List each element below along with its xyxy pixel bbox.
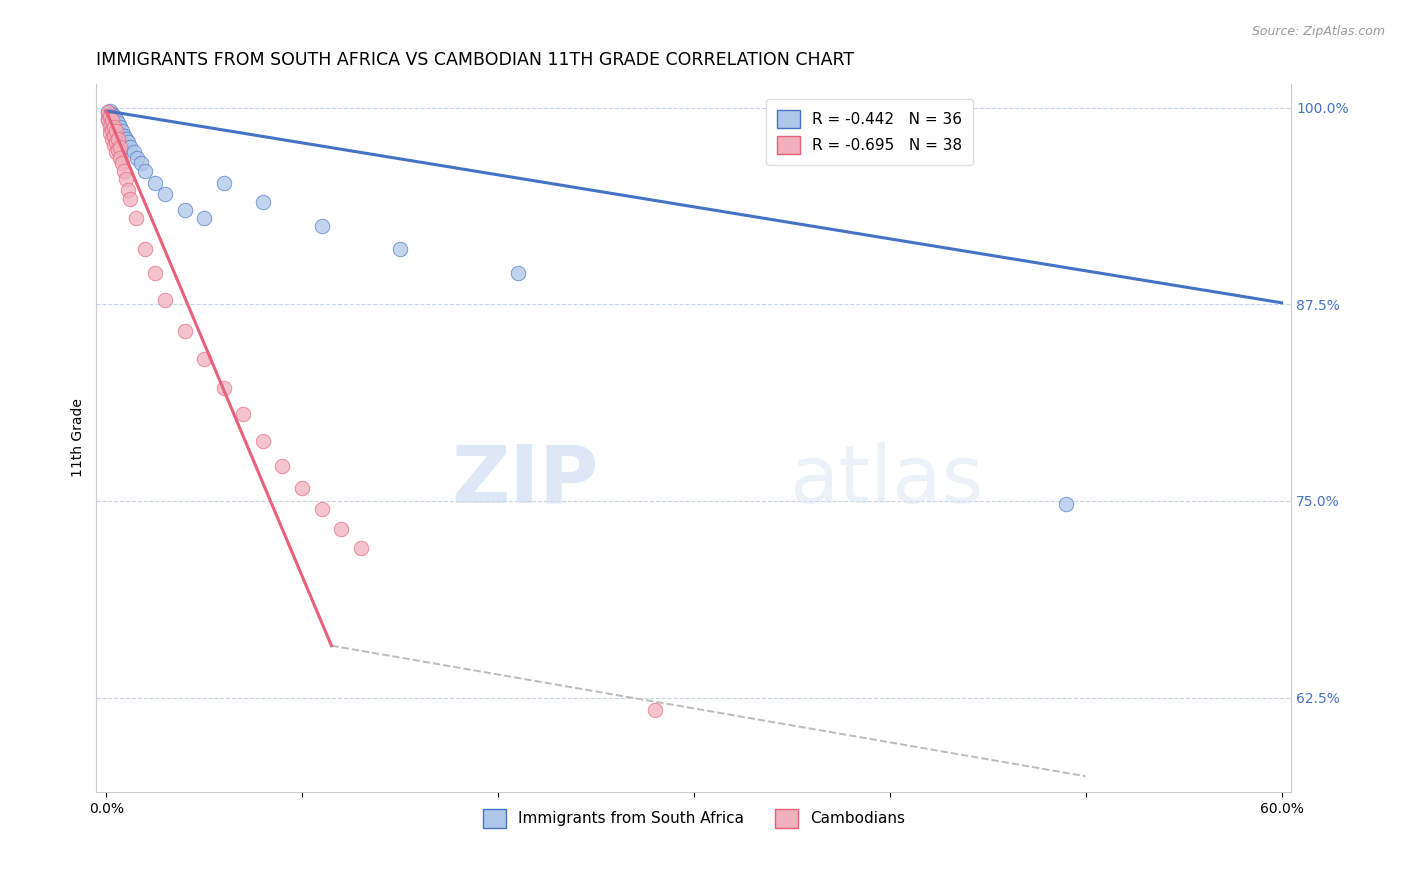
Point xyxy=(212,176,235,190)
Point xyxy=(101,107,124,121)
Point xyxy=(107,132,129,146)
Point xyxy=(104,136,127,150)
Point xyxy=(98,109,121,123)
Point xyxy=(173,202,195,217)
Point xyxy=(291,482,314,496)
Point xyxy=(506,266,529,280)
Point xyxy=(114,132,136,146)
Point xyxy=(111,124,134,138)
Point xyxy=(134,242,156,256)
Point xyxy=(98,126,121,140)
Point xyxy=(107,143,129,157)
Point xyxy=(388,242,411,256)
Point xyxy=(193,211,215,225)
Point xyxy=(103,115,125,129)
Point xyxy=(330,522,353,536)
Text: ZIP: ZIP xyxy=(451,442,598,519)
Point xyxy=(143,266,166,280)
Point xyxy=(252,195,274,210)
Point xyxy=(271,459,294,474)
Point xyxy=(131,155,153,169)
Point xyxy=(350,541,373,556)
Point xyxy=(103,109,125,123)
Point xyxy=(252,434,274,449)
Point xyxy=(104,124,127,138)
Legend: Immigrants from South Africa, Cambodians: Immigrants from South Africa, Cambodians xyxy=(477,803,911,834)
Point xyxy=(117,182,139,196)
Point xyxy=(644,703,666,717)
Point xyxy=(97,105,120,120)
Point xyxy=(101,112,124,126)
Point xyxy=(143,176,166,190)
Point xyxy=(173,324,195,338)
Point xyxy=(101,113,124,128)
Point xyxy=(101,122,124,136)
Point xyxy=(108,120,131,134)
Point xyxy=(153,293,176,307)
Point xyxy=(104,120,127,134)
Point xyxy=(108,151,131,165)
Point xyxy=(118,192,141,206)
Point xyxy=(111,155,134,169)
Point xyxy=(232,408,254,422)
Point xyxy=(103,122,125,136)
Point xyxy=(127,151,149,165)
Point xyxy=(112,129,135,144)
Point xyxy=(124,211,146,225)
Point xyxy=(117,136,139,150)
Point xyxy=(108,140,131,154)
Point xyxy=(112,163,135,178)
Point xyxy=(122,145,145,159)
Point xyxy=(101,132,124,146)
Point xyxy=(104,112,127,126)
Point xyxy=(103,138,125,153)
Point xyxy=(114,171,136,186)
Point xyxy=(97,112,120,126)
Point xyxy=(103,129,125,144)
Point xyxy=(212,381,235,395)
Point xyxy=(134,163,156,178)
Point xyxy=(101,120,124,134)
Point xyxy=(104,145,127,159)
Point xyxy=(98,120,121,134)
Point xyxy=(98,103,121,118)
Point xyxy=(153,187,176,202)
Point xyxy=(193,352,215,367)
Text: Source: ZipAtlas.com: Source: ZipAtlas.com xyxy=(1251,25,1385,38)
Point xyxy=(97,113,120,128)
Point xyxy=(1054,497,1077,511)
Point xyxy=(107,116,129,130)
Point xyxy=(108,128,131,142)
Point xyxy=(311,501,333,516)
Point xyxy=(118,140,141,154)
Y-axis label: 11th Grade: 11th Grade xyxy=(72,399,86,477)
Text: atlas: atlas xyxy=(789,442,984,519)
Point xyxy=(98,116,121,130)
Point xyxy=(107,124,129,138)
Point xyxy=(98,109,121,123)
Point xyxy=(103,120,125,134)
Point xyxy=(97,105,120,120)
Point xyxy=(311,219,333,233)
Text: IMMIGRANTS FROM SOUTH AFRICA VS CAMBODIAN 11TH GRADE CORRELATION CHART: IMMIGRANTS FROM SOUTH AFRICA VS CAMBODIA… xyxy=(97,51,855,69)
